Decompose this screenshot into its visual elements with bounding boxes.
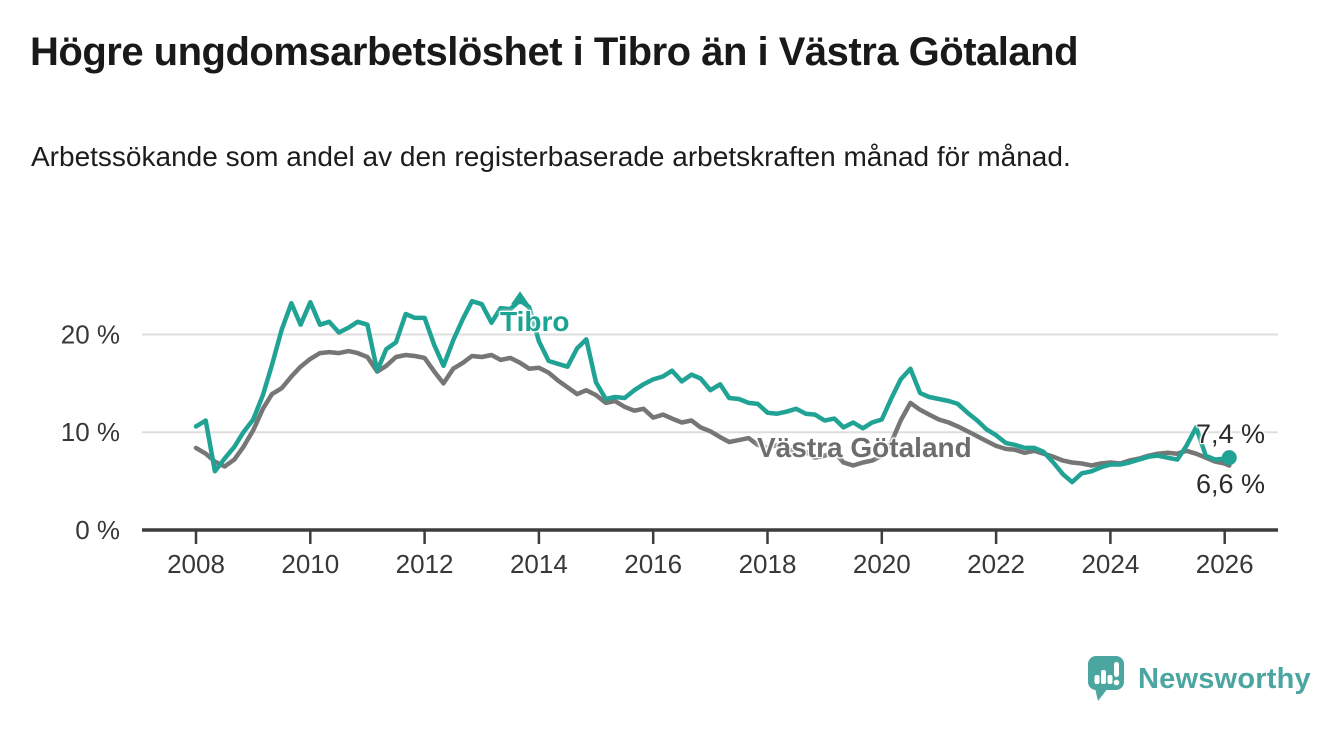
x-axis-tick-label: 2020 (853, 549, 911, 579)
latest-value-dot (1221, 450, 1237, 466)
page-title: Högre ungdomsarbetslöshet i Tibro än i V… (30, 30, 1079, 74)
end-value-label-vastra-gotaland: 6,6 % (1196, 469, 1266, 499)
x-axis-tick-label: 2022 (967, 549, 1025, 579)
series-line-västra-götaland (193, 348, 1232, 469)
end-value-label-tibro: 7,4 % (1196, 419, 1266, 449)
x-axis-tick-label: 2012 (396, 549, 454, 579)
newsworthy-logo-text: Newsworthy (1138, 662, 1311, 695)
x-axis-tick-label: 2024 (1081, 549, 1139, 579)
series-label-vastra-gotaland: Västra Götaland (757, 432, 972, 463)
chart-subtitle: Arbetssökande som andel av den registerb… (31, 141, 1071, 172)
y-axis-tick-label: 0 % (75, 515, 120, 545)
max-marker-triangle (511, 291, 530, 305)
newsworthy-logo-icon (1088, 656, 1124, 701)
x-axis-tick-label: 2008 (167, 549, 225, 579)
y-axis-tick-label: 10 % (61, 417, 120, 447)
series-label-tibro: Tibro (500, 306, 570, 337)
series-line-tibro (193, 298, 1232, 485)
x-axis-tick-label: 2018 (739, 549, 797, 579)
x-axis-tick-label: 2010 (281, 549, 339, 579)
x-axis-tick-label: 2016 (624, 549, 682, 579)
y-axis-tick-label: 20 % (61, 319, 120, 349)
x-axis-tick-label: 2026 (1196, 549, 1254, 579)
x-axis-tick-label: 2014 (510, 549, 568, 579)
newsworthy-logo: Newsworthy (1086, 654, 1311, 704)
